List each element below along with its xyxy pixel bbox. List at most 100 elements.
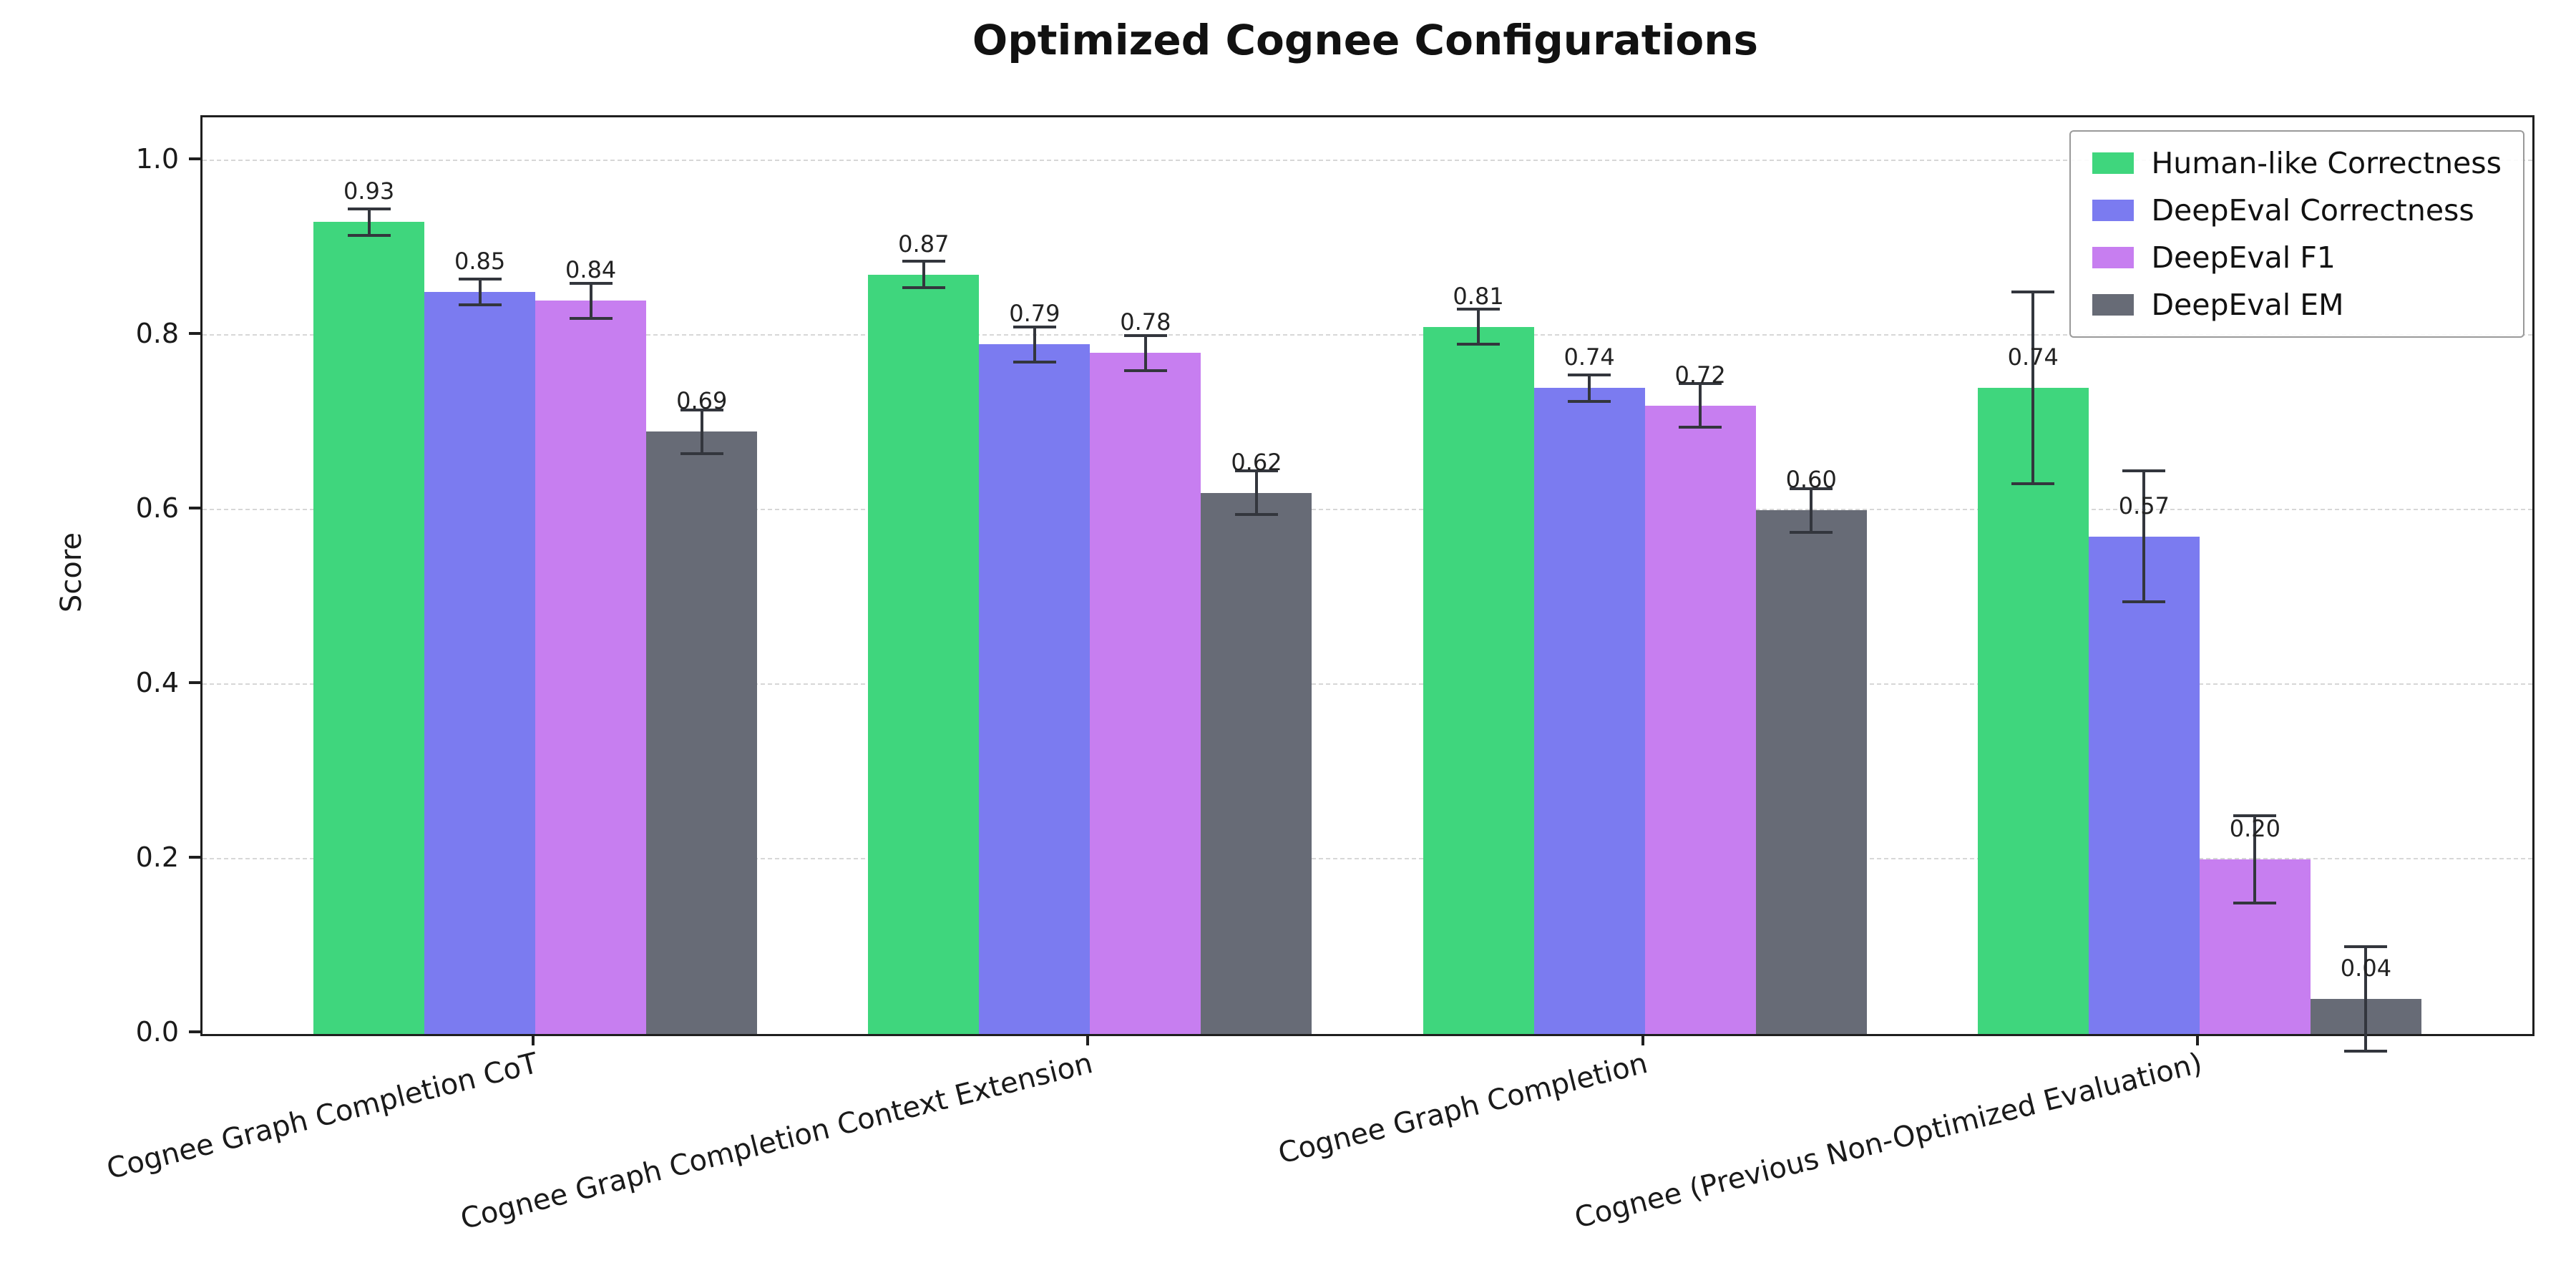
error-bar-cap (569, 316, 613, 320)
y-axis-label: Score (55, 532, 88, 613)
bar (313, 222, 425, 1034)
error-bar-cap (1790, 530, 1833, 534)
value-label: 0.62 (1231, 448, 1282, 476)
y-tick-mark (189, 157, 200, 160)
value-label: 0.04 (2340, 955, 2392, 982)
error-bar-cap (1013, 360, 1056, 364)
error-bar (2031, 292, 2035, 484)
legend: Human-like Correctness DeepEval Correctne… (2069, 130, 2524, 338)
error-bar-cap (1457, 343, 1501, 346)
gridline (203, 160, 2532, 161)
error-bar-cap (347, 233, 391, 237)
error-bar (922, 261, 925, 288)
y-tick-label: 0.2 (135, 841, 179, 873)
error-bar-cap (2233, 902, 2277, 904)
bar (1201, 492, 1312, 1034)
error-bar (1477, 309, 1480, 345)
bar (979, 344, 1091, 1034)
value-label: 0.84 (565, 256, 617, 284)
error-bar-cap (1679, 426, 1722, 429)
y-tick-mark (189, 681, 200, 684)
value-label: 0.85 (454, 248, 506, 275)
value-label: 0.78 (1120, 308, 1171, 336)
x-tick-mark (1641, 1034, 1644, 1045)
bar (868, 274, 980, 1034)
bar (1644, 405, 1756, 1034)
value-label: 0.79 (1009, 300, 1060, 328)
y-tick-label: 0.4 (135, 667, 179, 698)
y-tick-label: 0.0 (135, 1016, 179, 1048)
error-bar-cap (1123, 334, 1167, 337)
error-bar-cap (569, 281, 613, 285)
legend-swatch (2092, 152, 2135, 174)
y-tick-mark (189, 332, 200, 335)
x-tick-mark (532, 1034, 535, 1045)
error-bar-cap (1790, 487, 1833, 490)
bar (1755, 510, 1867, 1034)
y-tick-mark (189, 507, 200, 509)
y-tick-label: 0.6 (135, 492, 179, 524)
value-label: 0.57 (2118, 492, 2170, 519)
y-tick-mark (189, 1030, 200, 1033)
gridline (203, 683, 2532, 685)
x-tick-label: Cognee Graph Completion Context Extensio… (457, 1046, 1096, 1236)
y-tick-mark (189, 856, 200, 859)
legend-swatch (2092, 247, 2135, 268)
error-bar-cap (2233, 814, 2277, 817)
error-bar-cap (1123, 369, 1167, 372)
bar (424, 292, 536, 1034)
error-bar (1033, 326, 1036, 362)
x-tick-label: Cognee (Previous Non-Optimized Evaluatio… (1571, 1046, 2206, 1235)
bar (646, 431, 758, 1034)
error-bar (2142, 471, 2146, 602)
legend-swatch (2092, 200, 2135, 221)
error-bar-cap (2344, 1050, 2388, 1053)
error-bar (1699, 384, 1702, 428)
error-bar-cap (1679, 382, 1722, 386)
value-label: 0.93 (343, 177, 395, 205)
value-label: 0.74 (2007, 343, 2059, 371)
legend-label: DeepEval F1 (2151, 240, 2336, 275)
value-label: 0.69 (676, 387, 728, 415)
error-bar-cap (2344, 945, 2388, 948)
x-tick-label: Cognee Graph Completion (1275, 1046, 1651, 1171)
y-tick-label: 0.8 (135, 318, 179, 349)
x-tick-label: Cognee Graph Completion CoT (103, 1046, 542, 1186)
legend-label: Human-like Correctness (2151, 146, 2502, 180)
legend-label: DeepEval Correctness (2151, 193, 2474, 228)
legend-item: DeepEval EM (2092, 288, 2502, 322)
gridline (203, 858, 2532, 859)
error-bar-cap (458, 303, 502, 307)
error-bar (1143, 336, 1147, 371)
value-label: 0.74 (1563, 343, 1615, 371)
error-bar (589, 283, 592, 318)
bar (1977, 388, 2089, 1034)
error-bar-cap (347, 208, 391, 211)
legend-item: Human-like Correctness (2092, 146, 2502, 180)
error-bar-cap (1457, 308, 1501, 311)
error-bar (1588, 374, 1591, 401)
error-bar-cap (680, 408, 723, 411)
y-tick-label: 1.0 (135, 143, 179, 175)
bar (1423, 326, 1534, 1034)
error-bar-cap (2011, 291, 2055, 293)
error-bar (478, 278, 482, 306)
error-bar-cap (458, 277, 502, 280)
value-label: 0.20 (2229, 815, 2280, 842)
error-bar (700, 409, 703, 454)
error-bar-cap (2011, 482, 2055, 486)
value-label: 0.72 (1674, 361, 1726, 389)
x-tick-mark (2195, 1034, 2199, 1045)
error-bar (1254, 471, 1258, 515)
error-bar-cap (1234, 513, 1278, 517)
gridline (203, 509, 2532, 510)
value-label: 0.60 (1785, 466, 1837, 493)
error-bar-cap (1568, 399, 1611, 403)
error-bar-cap (1234, 469, 1278, 473)
bar (535, 301, 647, 1034)
value-label: 0.81 (1453, 282, 1504, 310)
value-label: 0.87 (898, 230, 950, 258)
error-bar (2253, 816, 2257, 903)
legend-label: DeepEval EM (2151, 288, 2344, 322)
